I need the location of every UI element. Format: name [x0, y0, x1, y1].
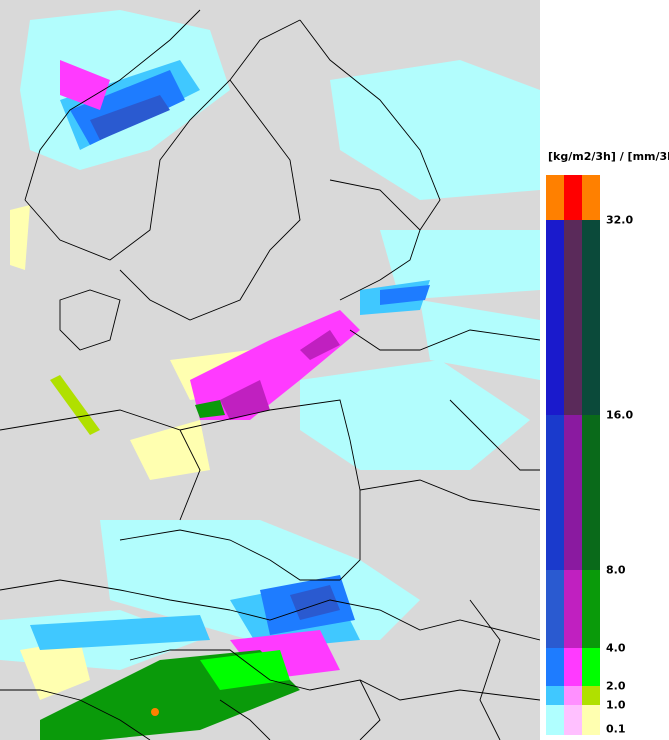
precip-purple	[220, 330, 340, 420]
scale-band-1-col-0	[546, 220, 564, 415]
scale-band-6-col-2	[582, 705, 600, 735]
scale-band-4-col-1	[564, 648, 582, 686]
precip-darkblue	[90, 95, 340, 620]
country-borders	[0, 9, 540, 740]
scale-band-1-col-1	[564, 220, 582, 415]
scale-band-5-col-1	[564, 686, 582, 705]
scale-band-2-col-2	[582, 415, 600, 570]
scale-band-0-col-0	[546, 175, 564, 220]
color-scale-bar	[546, 175, 600, 735]
scale-band-2-col-1	[564, 415, 582, 570]
precip-green	[40, 375, 300, 740]
legend-unit-label: [kg/m2/3h] / [mm/3h]	[548, 150, 669, 163]
precip-magenta	[60, 60, 360, 680]
map-canvas	[0, 9, 540, 740]
scale-band-0-col-1	[564, 175, 582, 220]
color-scale	[546, 175, 600, 735]
precipitation-map	[0, 0, 540, 740]
precip-max-spot	[151, 708, 159, 716]
scale-band-3-col-2	[582, 570, 600, 648]
scale-band-1-col-2	[582, 220, 600, 415]
scale-band-6-col-1	[564, 705, 582, 735]
tick-label: 0.1	[606, 722, 626, 736]
tick-label: 16.0	[606, 408, 634, 422]
scale-band-3-col-1	[564, 570, 582, 648]
scale-band-4-col-0	[546, 648, 564, 686]
scale-band-2-col-0	[546, 415, 564, 570]
tick-label: 8.0	[606, 563, 626, 577]
tick-label: 4.0	[606, 641, 626, 655]
legend-panel: [kg/m2/3h] / [mm/3h] 32.0 16.0 8.0 4.0 2.0 1.…	[540, 0, 669, 740]
scale-band-0-col-2	[582, 175, 600, 220]
scale-band-5-col-2	[582, 686, 600, 705]
scale-band-3-col-0	[546, 570, 564, 648]
tick-label: 1.0	[606, 698, 626, 712]
scale-band-4-col-2	[582, 648, 600, 686]
tick-label: 32.0	[606, 213, 634, 227]
tick-label: 2.0	[606, 679, 626, 693]
scale-band-5-col-0	[546, 686, 564, 705]
scale-band-6-col-0	[546, 705, 564, 735]
